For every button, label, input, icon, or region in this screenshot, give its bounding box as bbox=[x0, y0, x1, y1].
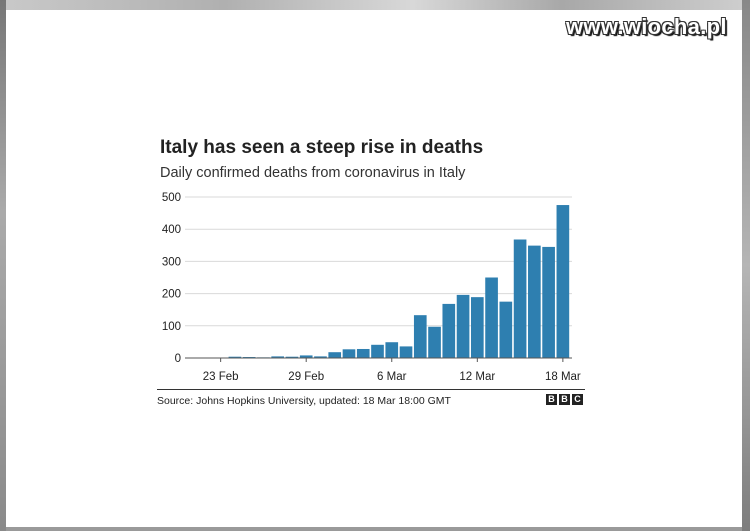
bar bbox=[371, 344, 384, 358]
bar bbox=[499, 301, 513, 358]
x-tick-label: 12 Mar bbox=[459, 371, 495, 383]
x-tick-label: 29 Feb bbox=[288, 371, 324, 383]
y-tick-label: 300 bbox=[162, 256, 181, 268]
bar bbox=[542, 246, 555, 358]
chart-card bbox=[6, 10, 742, 527]
bar bbox=[485, 277, 498, 358]
bar bbox=[299, 355, 313, 358]
y-tick-label: 100 bbox=[162, 321, 181, 333]
chart-title: Italy has seen a steep rise in deaths bbox=[160, 137, 484, 158]
footer-rule bbox=[157, 389, 585, 390]
bar bbox=[328, 352, 342, 358]
scan-right-edge bbox=[742, 0, 750, 531]
bbc-logo-letter: C bbox=[572, 394, 583, 405]
source-note: Source: Johns Hopkins University, update… bbox=[157, 395, 451, 407]
bar bbox=[470, 297, 484, 358]
y-tick-label: 400 bbox=[162, 224, 181, 236]
chart-subtitle: Daily confirmed deaths from coronavirus … bbox=[160, 165, 466, 181]
bar bbox=[314, 356, 327, 358]
bar-chart: 0 100 200 300 400 500 23 Feb 29 Feb 6 Mar 12 Mar 1… bbox=[162, 192, 581, 383]
bbc-logo: B B C bbox=[546, 394, 583, 405]
bar bbox=[428, 326, 441, 358]
bar bbox=[285, 356, 299, 358]
bar bbox=[528, 245, 541, 358]
watermark: www.wiocha.pl bbox=[566, 14, 727, 39]
y-tick-label: 500 bbox=[162, 192, 181, 204]
bar bbox=[271, 356, 285, 358]
bar bbox=[356, 348, 370, 358]
bar bbox=[513, 239, 527, 358]
x-tick-label: 23 Feb bbox=[203, 371, 239, 383]
bar bbox=[228, 356, 242, 358]
bbc-logo-letter: B bbox=[559, 394, 570, 405]
x-tick-label: 18 Mar bbox=[545, 371, 581, 383]
y-tick-label: 200 bbox=[162, 289, 181, 301]
bar bbox=[342, 349, 356, 358]
bar bbox=[456, 294, 470, 358]
x-tick-label: 6 Mar bbox=[377, 371, 407, 383]
bar bbox=[413, 315, 427, 358]
bar bbox=[556, 205, 570, 358]
y-tick-label: 0 bbox=[175, 353, 181, 365]
bar bbox=[399, 346, 413, 358]
bbc-logo-letter: B bbox=[546, 394, 557, 405]
bar bbox=[385, 342, 399, 358]
scan-left-edge bbox=[0, 0, 6, 531]
bar bbox=[442, 303, 456, 358]
